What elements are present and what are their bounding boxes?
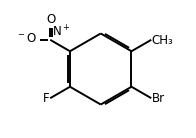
Text: CH₃: CH₃	[152, 34, 173, 47]
Text: F: F	[43, 92, 50, 105]
Text: N$^+$: N$^+$	[52, 24, 70, 40]
Text: O: O	[46, 13, 56, 26]
Text: $^-$O: $^-$O	[15, 32, 37, 45]
Text: Br: Br	[152, 92, 165, 105]
